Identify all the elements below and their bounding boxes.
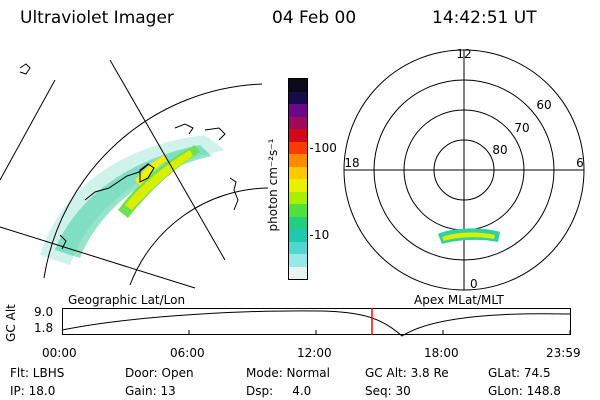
colorbar-swatch [289, 179, 307, 192]
colorbar [288, 78, 308, 280]
aurora-emission-polar [438, 228, 500, 244]
x-tick-12: 12:00 [297, 346, 332, 360]
colorbar-swatch [289, 266, 307, 279]
colorbar-swatch [289, 129, 307, 142]
colorbar-swatch [289, 229, 307, 242]
info-seq: Seq: 30 [365, 384, 411, 398]
colorbar-swatch [289, 91, 307, 104]
colorbar-swatch [289, 79, 307, 92]
coastline [19, 63, 239, 250]
info-glon: GLon: 148.8 [488, 384, 561, 398]
colorbar-swatch [289, 191, 307, 204]
date-label: 04 Feb 00 [272, 8, 357, 28]
info-ip: IP: 18.0 [10, 384, 56, 398]
geo-caption: Geographic Lat/Lon [68, 293, 186, 307]
lat-label-80: 80 [492, 143, 507, 157]
lat-label-60: 60 [536, 98, 551, 112]
colorbar-swatch [289, 241, 307, 254]
info-dsp: Dsp: 4.0 [246, 384, 312, 398]
x-tick-00: 00:00 [42, 346, 77, 360]
altitude-timeline [62, 308, 571, 337]
info-gain: Gain: 13 [125, 384, 176, 398]
altitude-ytick-9: 9.0 [34, 305, 54, 319]
geographic-image-panel [0, 59, 269, 289]
colorbar-swatch [289, 116, 307, 129]
info-gc-alt: GC Alt: 3.8 Re [365, 366, 449, 380]
x-tick-2359: 23:59 [546, 346, 581, 360]
info-mode: Mode: Normal [246, 366, 330, 380]
colorbar-swatch [289, 204, 307, 217]
lat-label-70: 70 [514, 121, 529, 135]
info-door: Door: Open [125, 366, 194, 380]
colorbar-swatch [289, 166, 307, 179]
polar-plot: 12 18 6 0 60 70 80 [343, 47, 585, 291]
geo-grid-lines [0, 59, 269, 289]
altitude-ytick-1: 1.8 [34, 321, 54, 335]
colorbar-tick-10: 10 [314, 228, 330, 242]
colorbar-unit-label: photon cm⁻²s⁻¹ [266, 138, 280, 232]
aurora-emission-geo [40, 135, 225, 265]
polar-caption: Apex MLat/MLT [414, 293, 504, 307]
colorbar-swatch [289, 254, 307, 267]
x-tick-06: 06:00 [170, 346, 205, 360]
colorbar-swatch [289, 154, 307, 167]
colorbar-swatch [289, 216, 307, 229]
colorbar-tick-100: 100 [314, 141, 337, 155]
info-filter: Flt: LBHS [10, 366, 65, 380]
info-glat: GLat: 74.5 [488, 366, 551, 380]
mlt-label-0: 0 [470, 277, 478, 291]
polar-grid [343, 49, 585, 291]
colorbar-swatch [289, 141, 307, 154]
instrument-title: Ultraviolet Imager [20, 8, 174, 28]
altitude-ylabel: GC Alt [4, 304, 18, 342]
mlt-label-6: 6 [576, 156, 584, 170]
x-tick-18: 18:00 [424, 346, 459, 360]
mlt-label-18: 18 [344, 156, 359, 170]
colorbar-ticks: 100 10 [310, 78, 340, 278]
mlt-label-12: 12 [456, 47, 471, 61]
time-label: 14:42:51 UT [432, 8, 537, 28]
colorbar-swatch [289, 104, 307, 117]
